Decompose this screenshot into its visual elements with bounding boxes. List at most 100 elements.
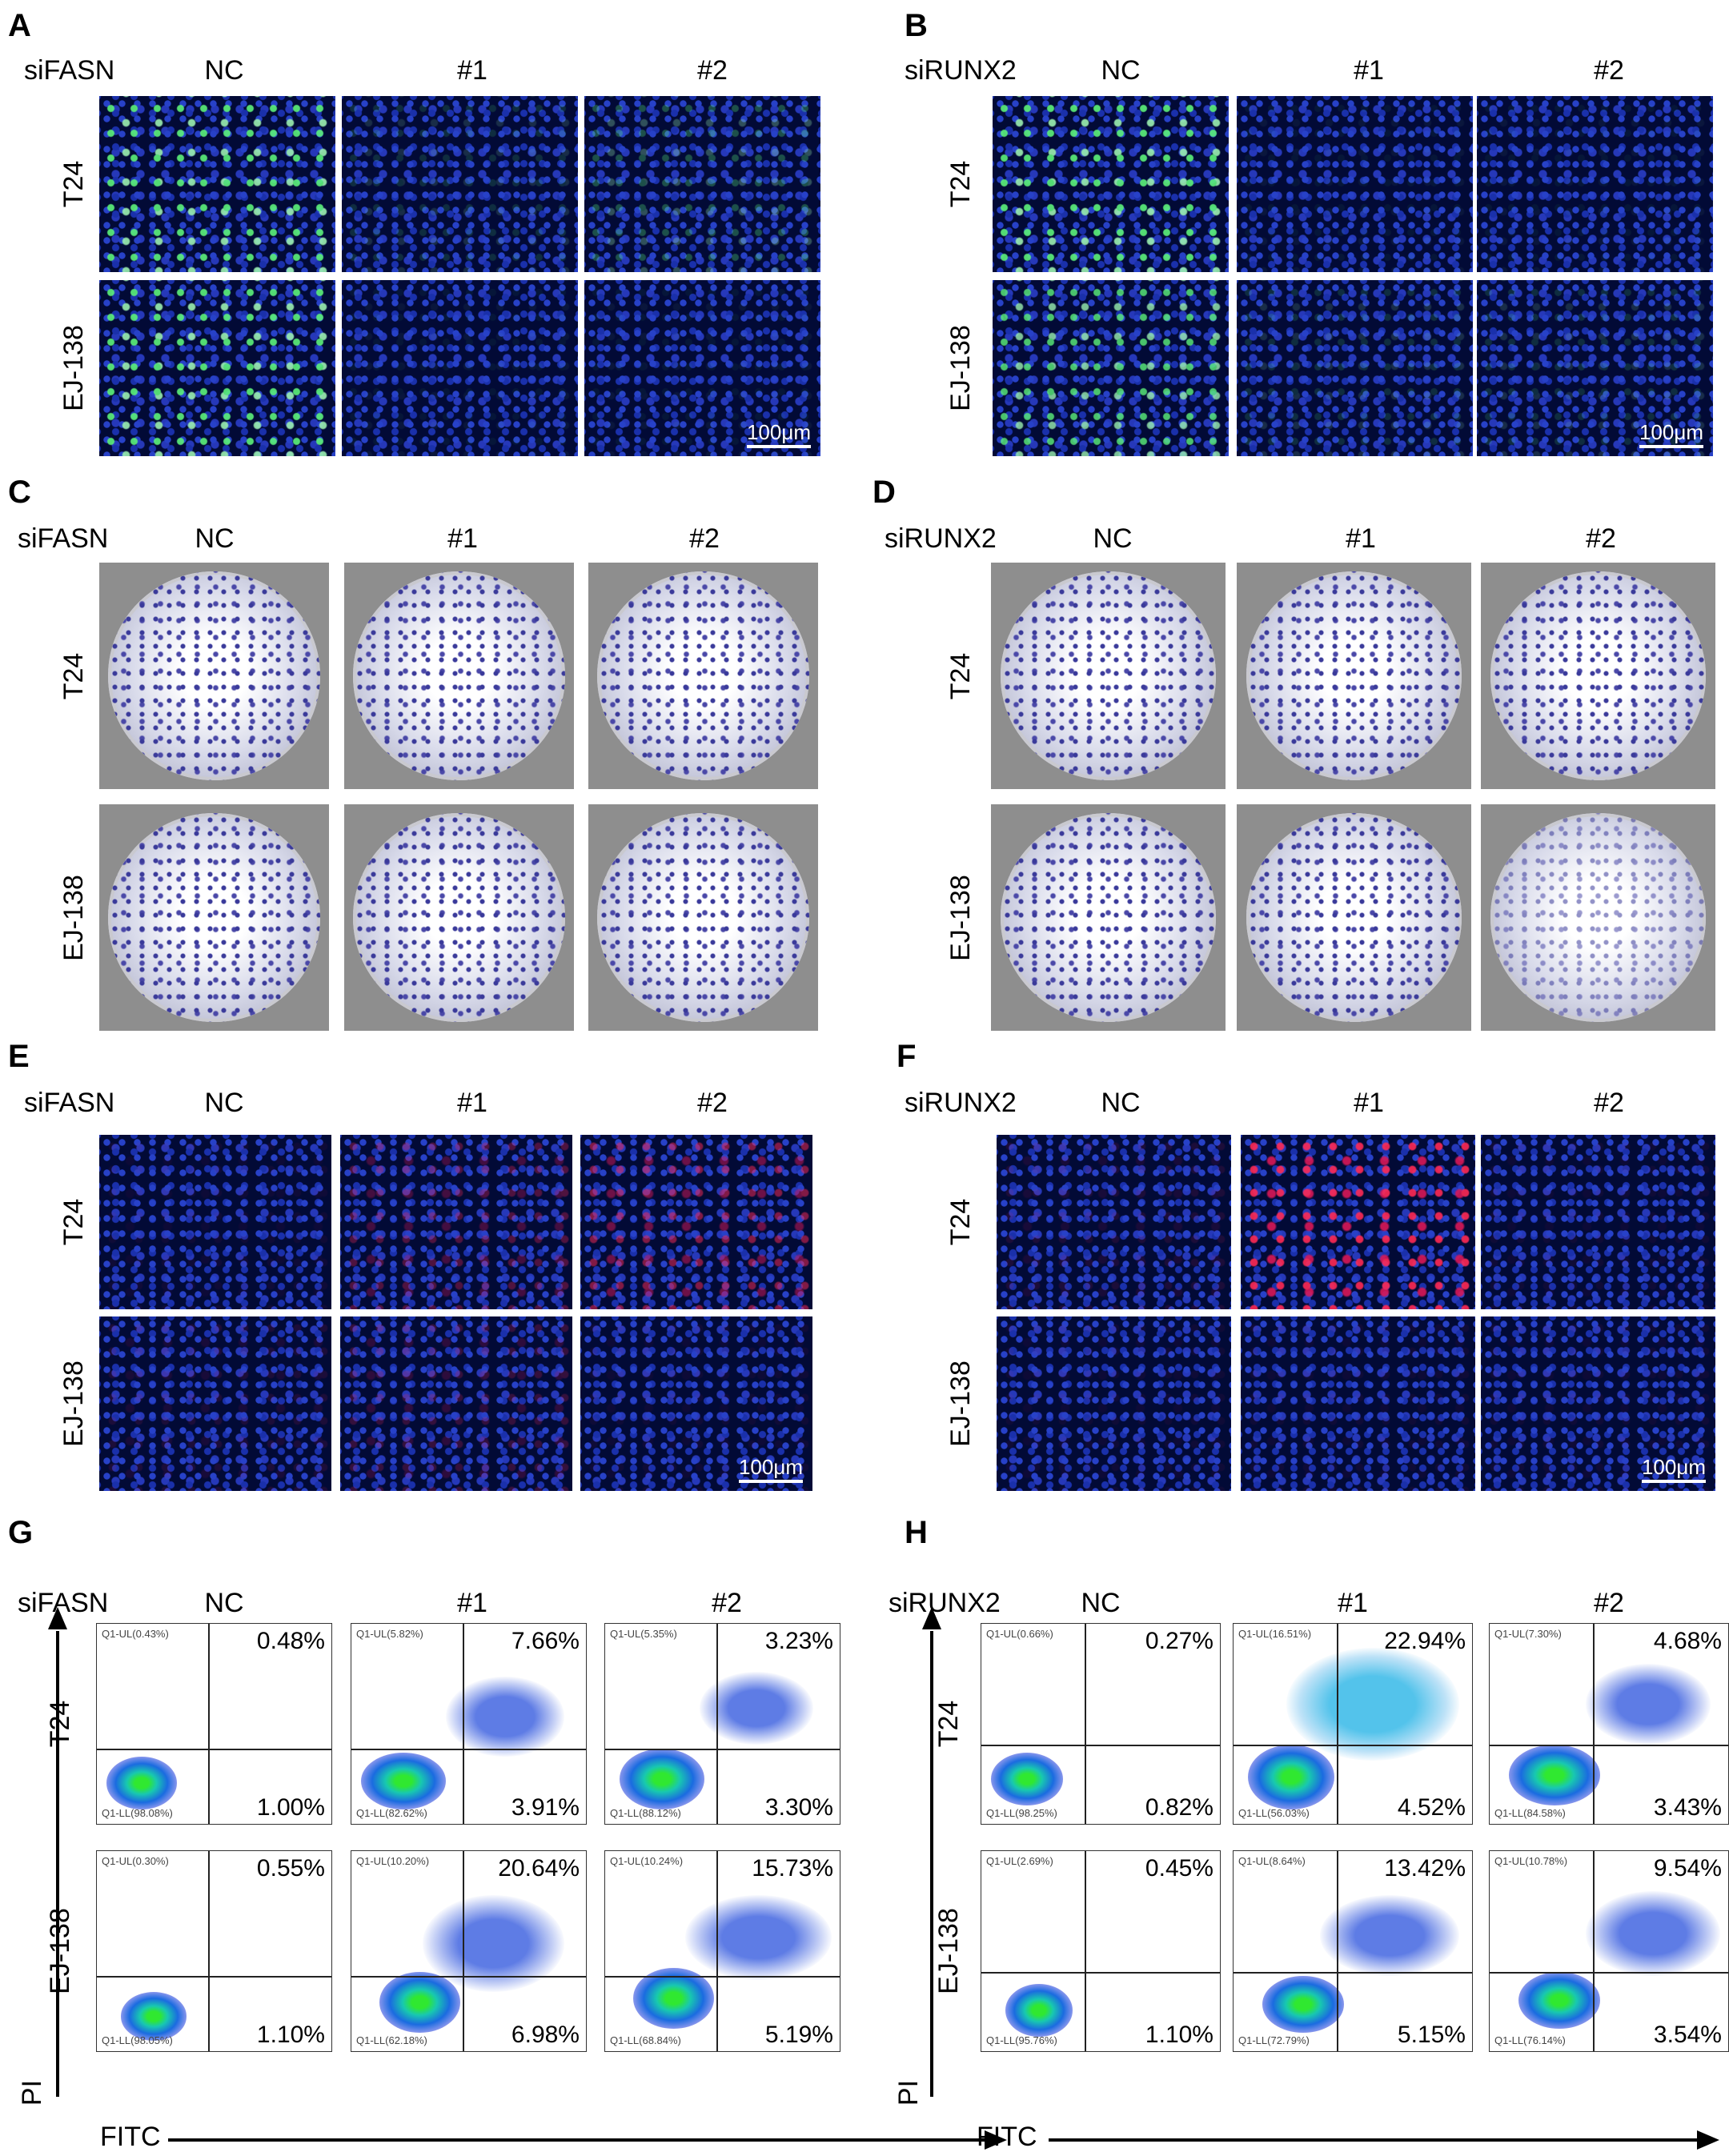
tunel-signal [1241,1316,1475,1491]
nuclei-stain [580,1316,812,1491]
fluorescence-image: 100μm [1481,1316,1715,1491]
edu-signal [342,280,578,456]
column-label: #1 [1354,1088,1384,1118]
row-label: EJ-138 [58,325,89,411]
flow-cytometry-plot: Q1-UL(0.66%) Q1-LL(98.25%) 0.27% 0.82% [981,1623,1221,1825]
edu-signal [993,96,1229,272]
upper-right-percentage: 13.42% [1384,1855,1466,1881]
upper-right-percentage: 0.45% [1145,1855,1214,1881]
tunel-signal [340,1316,572,1491]
edu-signal [584,96,820,272]
tunel-signal [580,1316,812,1491]
fluorescence-image [1241,1316,1475,1491]
quadrant-ll-label: Q1-LL(72.79%) [1238,2034,1310,2046]
quadrant-gate-vertical [462,1624,464,1824]
column-label: #2 [712,1588,742,1618]
fluorescence-image [1477,96,1713,272]
live-cell-population [106,1757,178,1809]
event-cloud [446,1676,564,1757]
colonies [353,571,565,780]
quadrant-ll-label: Q1-LL(98.08%) [102,1807,173,1819]
edu-signal [99,280,335,456]
column-label: #2 [1594,1088,1624,1118]
upper-right-percentage: 22.94% [1384,1628,1466,1654]
y-axis-arrow-line [56,1631,59,2097]
culture-dish [353,571,565,780]
quadrant-ll-label: Q1-LL(98.25%) [986,1807,1057,1819]
upper-right-percentage: 9.54% [1653,1855,1722,1881]
column-label: #2 [1594,1588,1624,1618]
quadrant-gate-vertical [716,1851,718,2051]
upper-right-percentage: 0.48% [256,1628,325,1654]
quadrant-ll-label: Q1-LL(88.12%) [610,1807,681,1819]
row-label: EJ-138 [945,325,976,411]
upper-right-percentage: 3.23% [764,1628,833,1654]
culture-dish [108,571,320,780]
fluorescence-image [1241,1135,1475,1309]
treatment-label: siFASN [24,55,115,86]
edu-signal [1477,96,1713,272]
quadrant-gate-vertical [1337,1851,1338,2051]
nuclei-stain [1477,280,1713,456]
fluorescence-image [99,1316,331,1491]
live-cell-population [991,1753,1063,1805]
upper-right-percentage: 20.64% [498,1855,580,1881]
live-cell-population [1509,1745,1600,1805]
column-label: #1 [1346,523,1376,554]
fluorescence-image [997,1316,1231,1491]
live-cell-population [379,1972,460,2033]
scale-bar: 100μm [1641,1456,1706,1483]
x-axis-arrow-line [168,2138,985,2142]
tunel-signal [997,1316,1231,1491]
lower-right-percentage: 3.30% [764,1794,833,1821]
y-axis-arrow-line [930,1631,933,2097]
scale-bar-line [746,445,811,448]
colony-plate-image [991,563,1226,789]
fluorescence-image [580,1135,812,1309]
event-cloud [1586,1664,1711,1745]
quadrant-ll-label: Q1-LL(76.14%) [1494,2034,1566,2046]
colony-plate-image [344,563,574,789]
panel-letter-B: B [905,8,928,43]
nuclei-stain [1237,280,1473,456]
nuclei-stain [1237,96,1473,272]
fluorescence-image [342,280,578,456]
treatment-label: siFASN [24,1088,115,1118]
quadrant-ul-label: Q1-UL(7.30%) [1494,1628,1562,1640]
panel-letter-D: D [873,475,896,510]
row-label: EJ-138 [945,1361,976,1447]
quadrant-gate-horizontal [97,1749,331,1751]
quadrant-ul-label: Q1-UL(0.30%) [102,1855,169,1867]
row-label: T24 [45,1700,75,1748]
panel-letter-H: H [905,1515,928,1550]
lower-right-percentage: 5.19% [764,2022,833,2048]
fluorescence-image [993,280,1229,456]
quadrant-gate-vertical [462,1851,464,2051]
nuclei-stain [997,1316,1231,1491]
fluorescence-image [342,96,578,272]
colony-plate-image [588,804,818,1031]
quadrant-gate-horizontal [1234,1972,1472,1974]
flow-cytometry-plot: Q1-UL(7.30%) Q1-LL(84.58%) 4.68% 3.43% [1489,1623,1729,1825]
row-label: T24 [58,160,89,208]
quadrant-ul-label: Q1-UL(10.24%) [610,1855,684,1867]
nuclei-stain [340,1135,572,1309]
quadrant-ll-label: Q1-LL(68.84%) [610,2034,681,2046]
nuclei-stain [997,1135,1231,1309]
colonies [597,571,809,780]
treatment-label: siRUNX2 [905,1088,1017,1118]
flow-cytometry-plot: Q1-UL(16.51%) Q1-LL(56.03%) 22.94% 4.52% [1233,1623,1473,1825]
culture-dish [597,813,809,1022]
flow-cytometry-plot: Q1-UL(10.78%) Q1-LL(76.14%) 9.54% 3.54% [1489,1850,1729,2052]
treatment-label: siRUNX2 [889,1588,1001,1618]
lower-right-percentage: 3.91% [511,1794,580,1821]
nuclei-stain [1477,96,1713,272]
quadrant-gate-horizontal [1234,1745,1472,1747]
live-cell-population [619,1749,704,1809]
column-label: #1 [457,55,487,86]
scale-bar-line [1639,445,1703,448]
quadrant-gate-horizontal [1490,1972,1728,1974]
live-cell-population [1005,1984,1073,2037]
colonies [353,813,565,1022]
column-label: #1 [457,1588,487,1618]
